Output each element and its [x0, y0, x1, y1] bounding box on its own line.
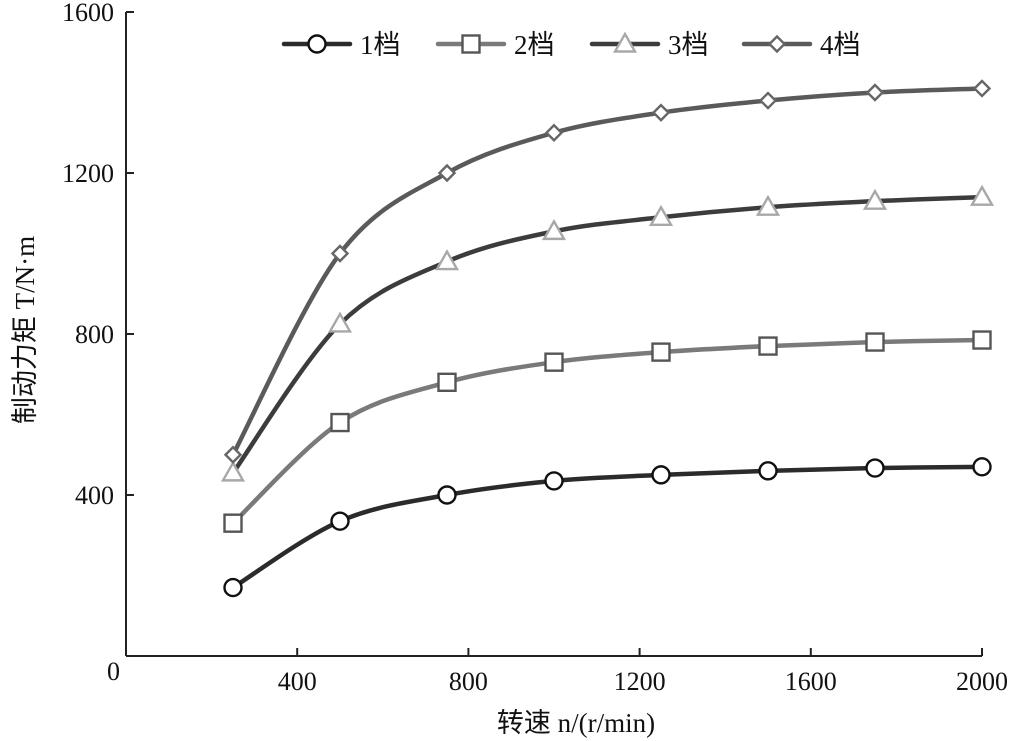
- data-point-square: [651, 342, 671, 362]
- data-point-circle: [651, 465, 671, 485]
- series-4: [223, 79, 992, 464]
- data-point-square: [330, 412, 350, 433]
- y-tick-label: 1600: [62, 0, 114, 27]
- data-point-diamond: [223, 445, 243, 464]
- axes: [125, 12, 982, 657]
- data-point-diamond: [544, 123, 564, 142]
- origin-label: 0: [107, 657, 120, 686]
- series-line: [230, 86, 985, 457]
- y-axis-title: 制动力矩 T/N·m: [10, 236, 40, 424]
- data-point-diamond: [767, 34, 787, 54]
- data-point-triangle: [220, 460, 246, 482]
- legend-label: 4档: [820, 30, 861, 60]
- legend-item: 4档: [741, 30, 861, 60]
- data-point-diamond: [651, 103, 671, 122]
- data-point-circle: [330, 511, 350, 531]
- data-point-circle: [307, 34, 327, 54]
- y-tick-label: 800: [75, 320, 114, 349]
- series-3: [220, 184, 995, 482]
- data-point-diamond: [972, 79, 992, 98]
- data-point-square: [865, 332, 885, 352]
- legend-item: 1档: [281, 30, 401, 60]
- x-tick-label: 400: [278, 667, 317, 696]
- data-point-square: [437, 372, 457, 392]
- data-point-square: [461, 34, 481, 54]
- data-point-triangle: [969, 184, 995, 206]
- data-point-circle: [223, 577, 243, 598]
- data-point-triangle: [327, 311, 353, 333]
- legend-label: 1档: [360, 30, 401, 60]
- series-group: [220, 79, 995, 598]
- y-tick-label: 400: [75, 481, 114, 510]
- data-point-square: [223, 513, 243, 533]
- x-tick-label: 2000: [956, 667, 1008, 696]
- data-point-diamond: [330, 244, 350, 263]
- data-point-diamond: [865, 83, 885, 102]
- series-2: [223, 330, 992, 533]
- legend-item: 2档: [435, 30, 555, 60]
- data-point-triangle: [862, 188, 888, 210]
- data-point-circle: [437, 485, 457, 505]
- ticks: 400 800 1200 1600 2000 400 800 1200 1600: [62, 0, 1008, 696]
- data-point-diamond: [437, 163, 457, 183]
- x-tick-label: 800: [449, 667, 488, 696]
- data-point-triangle: [541, 218, 567, 241]
- x-axis-title: 转速 n/(r/min): [497, 708, 655, 738]
- data-point-square: [758, 336, 778, 356]
- x-tick-label: 1600: [785, 667, 837, 696]
- legend: 1档 2档 3档 4档: [281, 30, 861, 60]
- data-point-triangle: [755, 194, 781, 216]
- data-point-circle: [758, 461, 778, 481]
- data-point-triangle: [612, 31, 638, 53]
- y-tick-label: 1200: [62, 159, 114, 188]
- data-point-circle: [972, 457, 992, 477]
- data-point-square: [972, 330, 992, 350]
- legend-item: 3档: [589, 30, 709, 60]
- data-point-triangle: [648, 204, 674, 226]
- x-tick-label: 1200: [614, 667, 666, 696]
- legend-label: 2档: [514, 30, 555, 60]
- data-point-circle: [544, 471, 564, 491]
- data-point-triangle: [434, 249, 460, 271]
- data-point-diamond: [758, 91, 778, 110]
- series-1: [223, 457, 992, 598]
- legend-label: 3档: [668, 30, 709, 60]
- data-point-circle: [865, 458, 885, 478]
- data-point-square: [544, 352, 564, 372]
